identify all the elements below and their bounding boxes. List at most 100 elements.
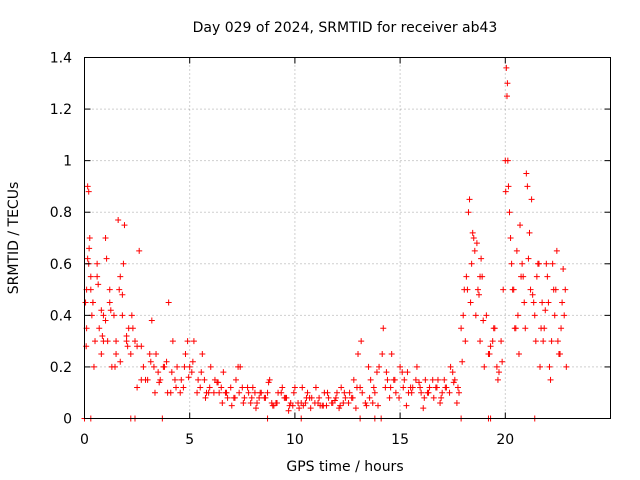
data-point: [486, 351, 493, 358]
data-point: [186, 363, 193, 370]
data-point: [274, 400, 281, 407]
data-point: [303, 394, 310, 401]
data-point: [525, 255, 532, 262]
data-point: [363, 402, 370, 409]
data-point: [235, 363, 242, 370]
data-point: [87, 286, 94, 293]
data-point: [236, 389, 243, 396]
data-point: [98, 351, 105, 358]
data-point: [461, 286, 468, 293]
data-point: [379, 351, 386, 358]
data-point: [189, 358, 196, 365]
data-point: [215, 379, 222, 386]
data-point: [89, 299, 96, 306]
data-point: [324, 389, 331, 396]
data-point: [520, 273, 527, 280]
data-point: [542, 307, 549, 314]
data-point: [151, 389, 158, 396]
data-point: [545, 299, 552, 306]
data-point: [350, 376, 357, 383]
gridlines: [84, 57, 611, 419]
data-point: [106, 299, 113, 306]
data-point: [523, 170, 530, 177]
data-point: [92, 338, 99, 345]
data-point: [396, 394, 403, 401]
data-point: [549, 260, 556, 267]
data-point: [499, 358, 506, 365]
data-point: [430, 394, 437, 401]
data-point: [164, 389, 171, 396]
data-point: [380, 325, 387, 332]
data-point: [156, 379, 163, 386]
data-point: [155, 369, 162, 376]
data-point: [174, 363, 181, 370]
data-point: [508, 260, 515, 267]
data-point: [96, 325, 103, 332]
data-point: [98, 307, 105, 314]
data-point: [254, 400, 261, 407]
data-point: [531, 312, 538, 319]
data-point: [386, 394, 393, 401]
data-point: [205, 389, 212, 396]
data-point: [465, 209, 472, 216]
data-point: [442, 384, 449, 391]
data-point: [290, 389, 297, 396]
data-point: [349, 394, 356, 401]
x-tick-label: 15: [391, 432, 409, 448]
data-point: [94, 273, 101, 280]
data-point: [504, 80, 511, 87]
data-point: [397, 363, 404, 370]
data-point: [218, 384, 225, 391]
data-point: [198, 369, 205, 376]
data-point: [345, 400, 352, 407]
data-point: [169, 338, 176, 345]
data-point: [370, 384, 377, 391]
data-point: [157, 376, 164, 383]
data-point: [517, 222, 524, 229]
y-tick-label: 1.2: [50, 102, 72, 118]
data-point: [555, 351, 562, 358]
data-point: [240, 400, 247, 407]
plot-frame: [84, 57, 611, 419]
data-point: [307, 405, 314, 412]
data-point: [249, 384, 256, 391]
data-point: [128, 312, 135, 319]
data-point: [495, 369, 502, 376]
data-point: [527, 286, 534, 293]
data-point: [85, 188, 92, 195]
data-point: [285, 407, 292, 414]
data-point: [346, 389, 353, 396]
data-point: [487, 343, 494, 350]
data-point: [401, 376, 408, 383]
data-point: [407, 384, 414, 391]
data-point: [231, 394, 238, 401]
data-point: [478, 255, 485, 262]
data-point: [477, 338, 484, 345]
data-point: [207, 363, 214, 370]
data-point: [420, 405, 427, 412]
data-point: [550, 286, 557, 293]
data-point: [403, 402, 410, 409]
data-point: [532, 338, 539, 345]
data-point: [539, 299, 546, 306]
data-point: [459, 358, 466, 365]
data-point: [376, 363, 383, 370]
data-point: [413, 363, 420, 370]
data-point: [86, 235, 93, 241]
data-point: [362, 400, 369, 407]
data-point: [115, 216, 122, 223]
data-point: [282, 394, 289, 401]
data-point: [471, 247, 478, 254]
data-point: [304, 389, 311, 396]
data-point: [266, 376, 273, 383]
data-point: [195, 376, 202, 383]
data-point: [463, 273, 470, 280]
data-point: [107, 307, 114, 314]
data-point: [547, 376, 554, 383]
y-tick-label: 0.4: [50, 308, 72, 324]
data-point: [371, 389, 378, 396]
data-point: [352, 405, 359, 412]
data-point: [86, 245, 93, 252]
data-point: [178, 376, 185, 383]
data-point: [384, 376, 391, 383]
